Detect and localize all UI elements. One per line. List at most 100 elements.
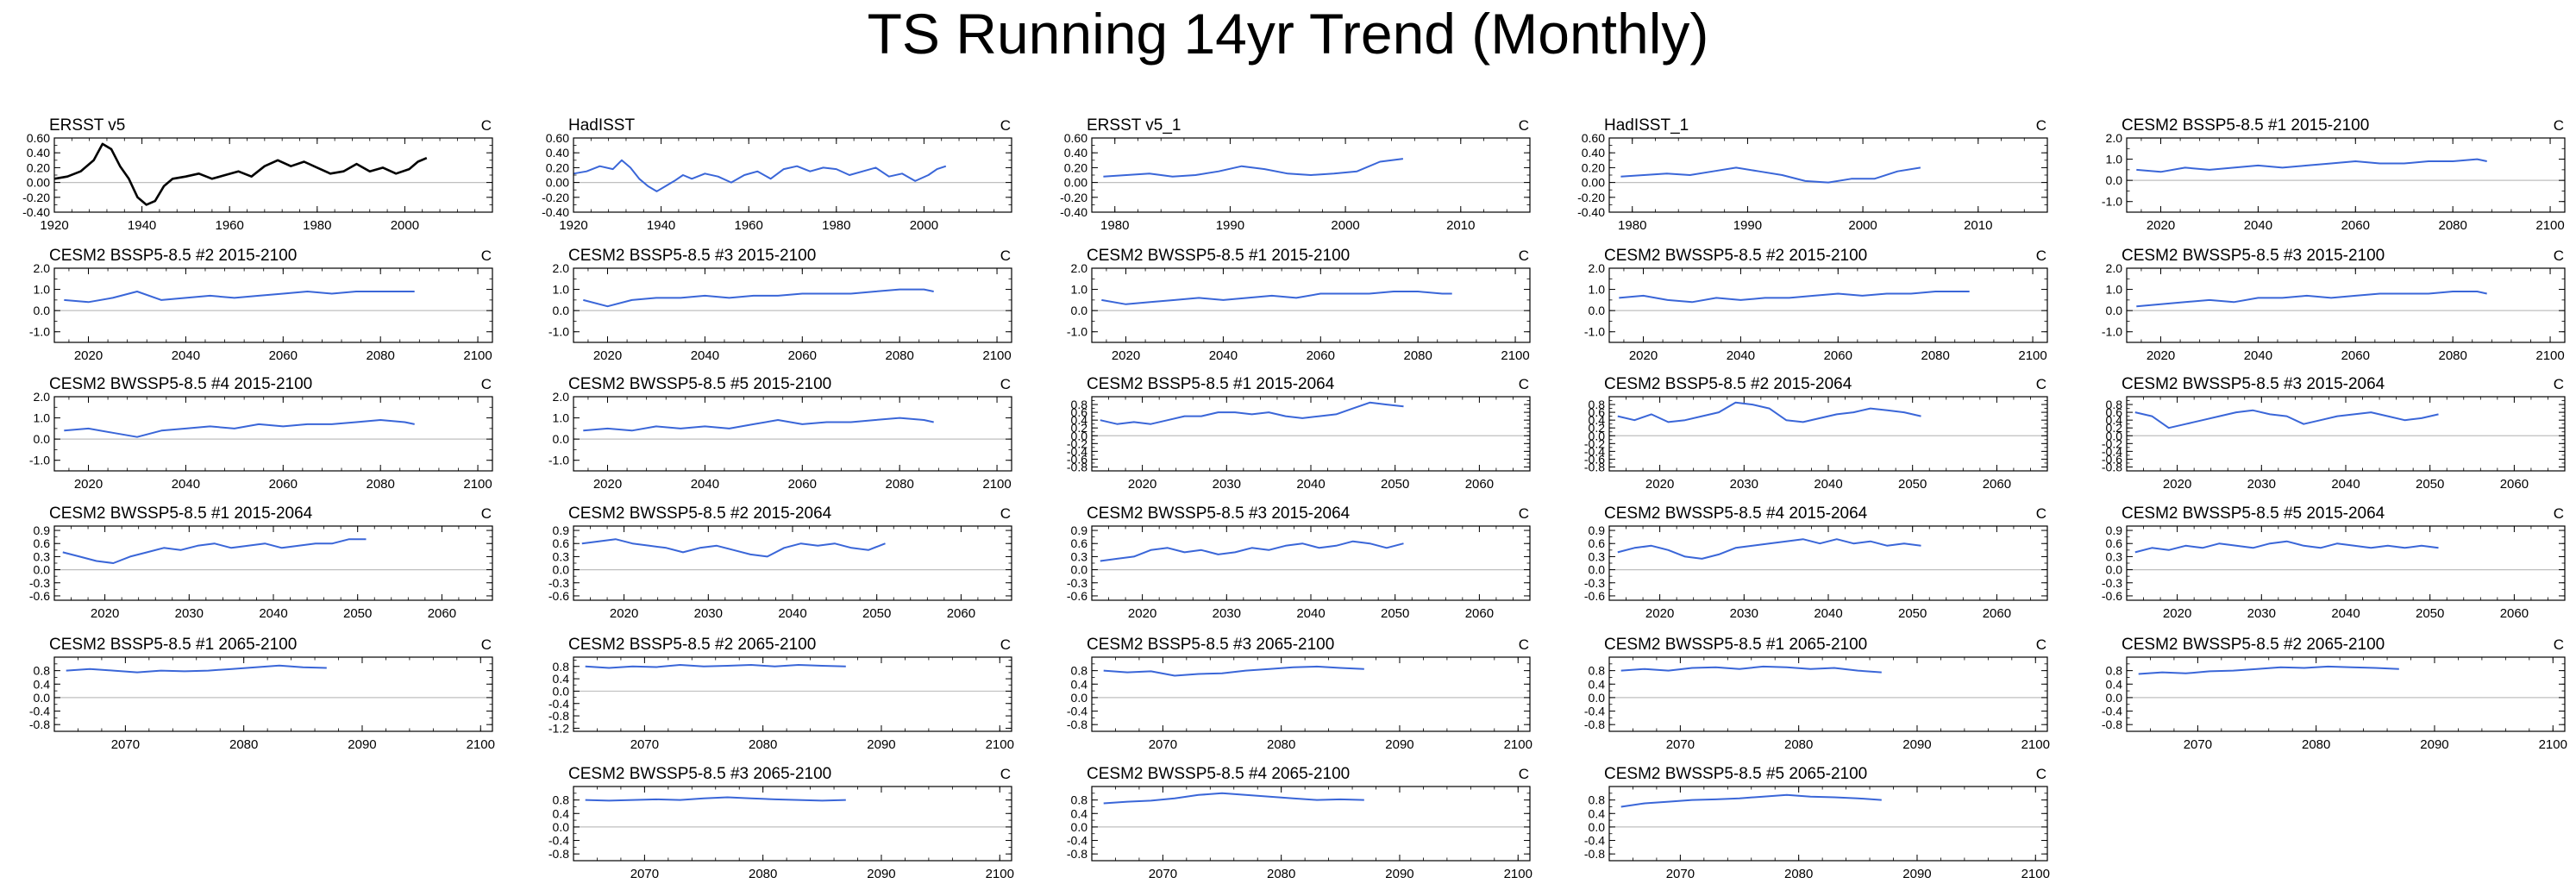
y-tick-label: 0.8 (34, 664, 51, 678)
y-tick-label: 0.0 (553, 684, 570, 698)
x-tick-label: 2090 (2420, 737, 2448, 752)
y-tick-label: -0.4 (548, 697, 569, 711)
series-line (53, 142, 428, 206)
y-tick-label: -0.4 (2102, 444, 2122, 458)
y-tick-label: 0.3 (1589, 549, 1606, 563)
y-tick-label: -0.4 (548, 834, 569, 848)
plot-frame (1091, 656, 1531, 732)
y-tick-label: 0.0 (2106, 304, 2123, 317)
panel-units: C (2036, 376, 2046, 392)
x-tick-label: 2060 (1983, 477, 2011, 492)
x-tick-label: 1920 (40, 218, 68, 233)
x-tick-label: 2060 (1983, 606, 2011, 621)
y-tick-label: 0.9 (1589, 523, 1606, 537)
x-tick-label: 2040 (2244, 348, 2272, 363)
chart-panel: ERSST v5_1 C -0.40-0.200.00 0.200.400.60 198… (1060, 116, 1531, 233)
y-tick-label: 0.0 (1589, 563, 1606, 577)
series-line (581, 538, 886, 558)
x-tick-label: 2100 (463, 348, 492, 363)
chart-panel: CESM2 BWSSP5-8.5 #1 2015-2064 C-0.6-0.30.… (29, 505, 493, 621)
y-tick-label: -0.20 (1060, 191, 1087, 204)
x-tick-label: 1940 (647, 218, 675, 233)
panel-units: C (2554, 248, 2564, 264)
x-tick-label: 2020 (2163, 477, 2191, 492)
panel-title: CESM2 BSSP5-8.5 #2 2015-2064 (1604, 375, 1852, 393)
y-tick-label: 0.6 (1071, 405, 1088, 419)
chart-panel: CESM2 BSSP5-8.5 #2 2015-2100 C -1.0 0.0 1.0 2… (29, 247, 493, 363)
y-tick-label: 2.0 (1071, 261, 1088, 275)
x-tick-label: 2070 (630, 867, 659, 881)
x-tick-label: 2100 (2021, 867, 2050, 881)
y-tick-label: 0.6 (553, 536, 570, 550)
y-tick-label: 0.60 (1064, 131, 1087, 145)
series-line (2136, 158, 2487, 173)
y-tick-label: -0.3 (1584, 576, 1605, 590)
x-tick-label: 2100 (1501, 348, 1529, 363)
y-tick-label: 0.40 (1064, 146, 1087, 160)
y-tick-label: -0.20 (542, 191, 569, 204)
plot-frame (53, 396, 493, 472)
plot-frame (1608, 656, 2048, 732)
x-tick-label: 2050 (1898, 606, 1927, 621)
y-tick-label: 0.0 (1071, 820, 1088, 834)
plot-frame (573, 137, 1012, 213)
y-tick-label: -0.8 (1584, 847, 1605, 861)
y-tick-label: -0.2 (1067, 436, 1087, 450)
x-tick-label: 2050 (1381, 606, 1409, 621)
x-tick-label: 2050 (862, 606, 891, 621)
y-tick-label: -0.2 (2102, 436, 2122, 450)
series-line (1620, 793, 1882, 808)
y-tick-label: 0.4 (34, 677, 51, 691)
chart-panel: CESM2 BWSSP5-8.5 #1 2015-2100 C -1.0 0.0 1.0… (1067, 247, 1531, 363)
x-tick-label: 2060 (1307, 348, 1335, 363)
y-tick-label: 0.0 (1071, 429, 1088, 442)
y-tick-label: -0.8 (1067, 847, 1087, 861)
y-tick-label: 1.0 (2106, 283, 2123, 297)
y-tick-label: 0.0 (34, 563, 51, 577)
panel-units: C (481, 376, 492, 392)
y-tick-label: 0.6 (2106, 405, 2123, 419)
y-tick-label: -1.0 (548, 454, 569, 467)
y-tick-label: 2.0 (1589, 261, 1606, 275)
panel-units: C (2554, 376, 2564, 392)
y-tick-label: -0.3 (29, 576, 50, 590)
y-tick-label: 1.0 (34, 411, 51, 425)
y-tick-label: 0.2 (2106, 421, 2123, 435)
y-tick-label: 0.0 (1071, 563, 1088, 577)
y-tick-label: 0.00 (1582, 176, 1605, 190)
x-tick-label: 2060 (2500, 477, 2529, 492)
panel-title: CESM2 BWSSP5-8.5 #1 2015-2064 (49, 505, 313, 523)
plot-frame (1608, 137, 2048, 213)
y-tick-label: -1.0 (29, 325, 50, 339)
y-tick-label: -1.0 (2102, 195, 2122, 209)
x-tick-label: 2060 (269, 477, 298, 492)
x-tick-label: 2040 (1209, 348, 1238, 363)
y-tick-label: -0.40 (542, 205, 569, 219)
panel-units: C (1519, 505, 1529, 522)
x-tick-label: 2060 (269, 348, 298, 363)
plot-frame (2126, 525, 2566, 601)
series-line (583, 288, 934, 308)
x-tick-label: 2050 (343, 606, 372, 621)
series-line (1617, 538, 1921, 560)
x-tick-label: 2070 (1666, 867, 1695, 881)
chart-panel: CESM2 BWSSP5-8.5 #2 2015-2064 C-0.6-0.30.… (548, 505, 1012, 621)
plot-frame (573, 525, 1012, 601)
chart-panel: CESM2 BWSSP5-8.5 #1 2065-2100 C-0.8-0.40.… (1584, 636, 2050, 752)
panel-title: CESM2 BWSSP5-8.5 #2 2015-2100 (1604, 247, 1867, 265)
x-tick-label: 2080 (885, 348, 913, 363)
y-tick-label: 0.4 (1589, 413, 1606, 427)
y-tick-label: 0.8 (553, 660, 570, 674)
y-tick-label: 1.0 (2106, 153, 2123, 166)
y-tick-label: 1.0 (1589, 283, 1606, 297)
y-tick-label: 2.0 (553, 390, 570, 404)
y-tick-label: 0.6 (34, 536, 51, 550)
y-tick-label: -0.6 (1067, 589, 1087, 603)
x-tick-label: 1940 (128, 218, 156, 233)
y-tick-label: 0.0 (2106, 691, 2123, 705)
panel-units: C (1519, 636, 1529, 653)
x-tick-label: 1980 (1100, 218, 1129, 233)
x-tick-label: 1960 (735, 218, 763, 233)
y-tick-label: 0.3 (34, 549, 51, 563)
